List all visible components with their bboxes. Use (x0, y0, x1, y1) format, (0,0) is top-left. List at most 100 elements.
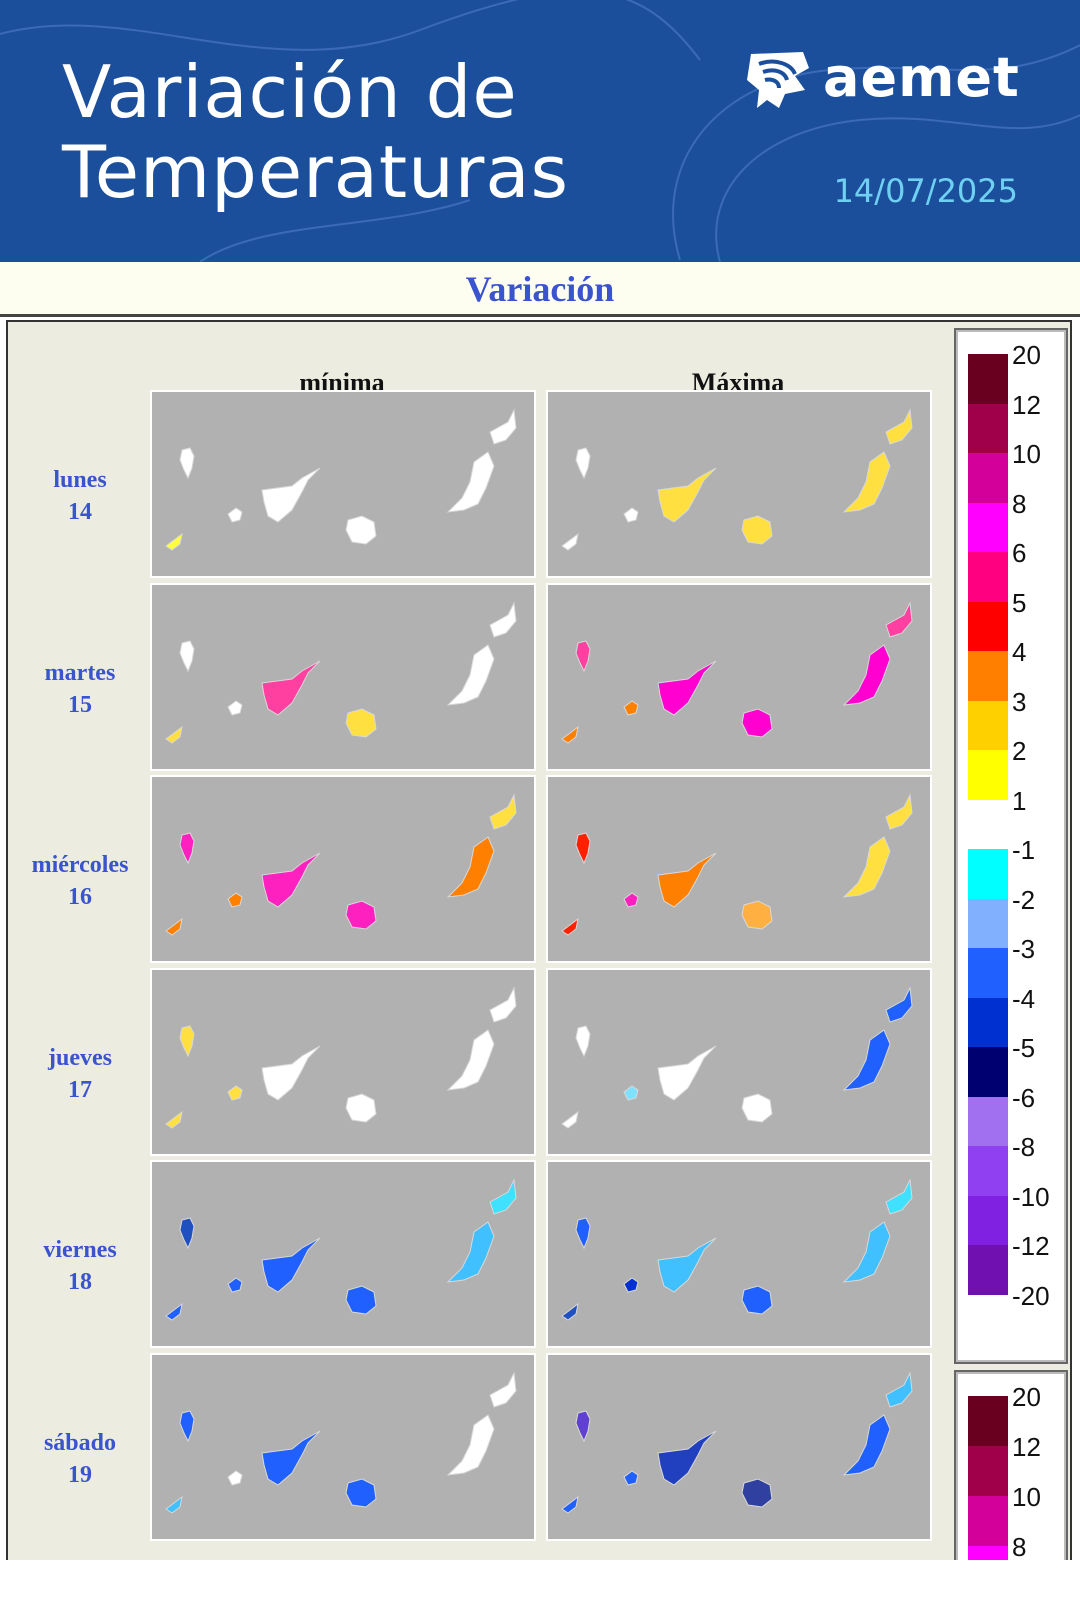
section-title-bar: Variación (0, 262, 1080, 317)
legend-label: -20 (1012, 1280, 1050, 1311)
legend-label: -2 (1012, 884, 1036, 915)
map-sabado-maxima (546, 1353, 932, 1541)
map-viernes-maxima (546, 1160, 932, 1348)
legend-label: -3 (1012, 934, 1036, 964)
legend-label: 12 (1012, 389, 1041, 420)
island-shape (842, 836, 891, 898)
map-martes-maxima (546, 583, 932, 771)
legend-swatch (968, 601, 1008, 651)
day-label-viernes: viernes 18 (43, 1237, 117, 1295)
island-shape (261, 660, 321, 716)
island-shape (179, 832, 195, 865)
header-banner: Variación de Temperaturas aemet 14/07/20… (0, 0, 1080, 262)
legend-label: -8 (1012, 1132, 1036, 1162)
map-lunes-maxima (546, 390, 932, 578)
island-shape (561, 1110, 579, 1129)
island-shape (227, 1085, 243, 1101)
island-shape (165, 917, 183, 936)
day-label-lunes: lunes 14 (53, 467, 107, 525)
island-shape (575, 832, 591, 865)
legend-swatch (968, 651, 1008, 701)
island-shape (446, 1414, 495, 1476)
map-viernes-minima (150, 1160, 536, 1348)
color-legend-repeat: 20 12 10 8 (954, 1370, 1068, 1574)
legend-swatch (968, 997, 1008, 1047)
legend-label: 6 (1012, 538, 1027, 568)
island-shape (179, 1410, 195, 1443)
island-shape (227, 700, 243, 716)
title-line-1: Variación de (62, 50, 518, 134)
island-shape (165, 1110, 183, 1129)
island-shape (345, 900, 377, 930)
island-shape (446, 1221, 495, 1283)
island-shape (345, 1478, 377, 1508)
legend-swatch (968, 750, 1008, 800)
aemet-emblem-icon (747, 52, 809, 108)
island-shape (885, 601, 913, 638)
island-shape (446, 644, 495, 706)
legend-label: -12 (1012, 1231, 1050, 1261)
legend-swatch (968, 1096, 1008, 1146)
island-shape (227, 1470, 243, 1486)
island-shape (561, 917, 579, 936)
island-shape (227, 892, 243, 908)
page-title: Variación de Temperaturas (62, 52, 569, 212)
map-sabado-minima (150, 1353, 536, 1541)
island-shape (227, 1277, 243, 1293)
island-shape (446, 1029, 495, 1091)
island-shape (741, 515, 773, 545)
legend-swatch (968, 1146, 1008, 1196)
island-shape (489, 793, 517, 830)
legend-label: 3 (1012, 686, 1027, 717)
forecast-date: 14/07/2025 (833, 172, 1018, 210)
legend-label: -1 (1012, 835, 1036, 865)
island-shape (885, 408, 913, 445)
map-miercoles-minima (150, 775, 536, 963)
island-shape (842, 1414, 891, 1476)
island-shape (561, 532, 579, 551)
legend-swatch (968, 1496, 1008, 1546)
day-label-sabado: sábado 19 (43, 1430, 117, 1488)
legend-label: 8 (1012, 1532, 1027, 1562)
title-line-2: Temperaturas (62, 130, 569, 214)
island-shape (657, 1430, 717, 1486)
island-shape (345, 1285, 377, 1315)
aemet-logo: aemet (745, 48, 1025, 110)
island-shape (623, 1470, 639, 1486)
legend-label: -10 (1012, 1181, 1050, 1212)
legend-swatch (968, 1446, 1008, 1496)
island-shape (657, 467, 717, 523)
island-shape (623, 892, 639, 908)
island-shape (345, 708, 377, 738)
island-shape (345, 1093, 377, 1123)
island-shape (741, 1285, 773, 1315)
legend-swatch (968, 1195, 1008, 1245)
island-shape (623, 700, 639, 716)
legend-label: 12 (1012, 1432, 1041, 1462)
island-shape (179, 447, 195, 480)
legend-swatch (968, 403, 1008, 453)
island-shape (446, 451, 495, 513)
color-legend: 20 12 10 8 6 5 4 3 2 1 -1 -2 -3 -4 -5 -6 -8 -10 -12 -20 (954, 328, 1068, 1364)
island-shape (657, 660, 717, 716)
island-shape (623, 1085, 639, 1101)
day-label-miercoles: miércoles 16 (31, 852, 129, 910)
island-shape (489, 408, 517, 445)
island-shape (575, 1410, 591, 1443)
map-lunes-minima (150, 390, 536, 578)
legend-swatch (968, 354, 1008, 404)
island-shape (489, 1178, 517, 1215)
island-shape (623, 507, 639, 523)
island-shape (561, 725, 579, 744)
legend-label: 2 (1012, 736, 1027, 766)
island-shape (842, 451, 891, 513)
map-martes-minima (150, 583, 536, 771)
legend-swatch (968, 948, 1008, 998)
legend-label: 5 (1012, 587, 1027, 618)
island-shape (575, 447, 591, 480)
island-shape (227, 507, 243, 523)
legend-swatch (968, 552, 1008, 602)
legend-swatch (968, 799, 1008, 849)
map-jueves-maxima (546, 968, 932, 1156)
island-shape (741, 1093, 773, 1123)
